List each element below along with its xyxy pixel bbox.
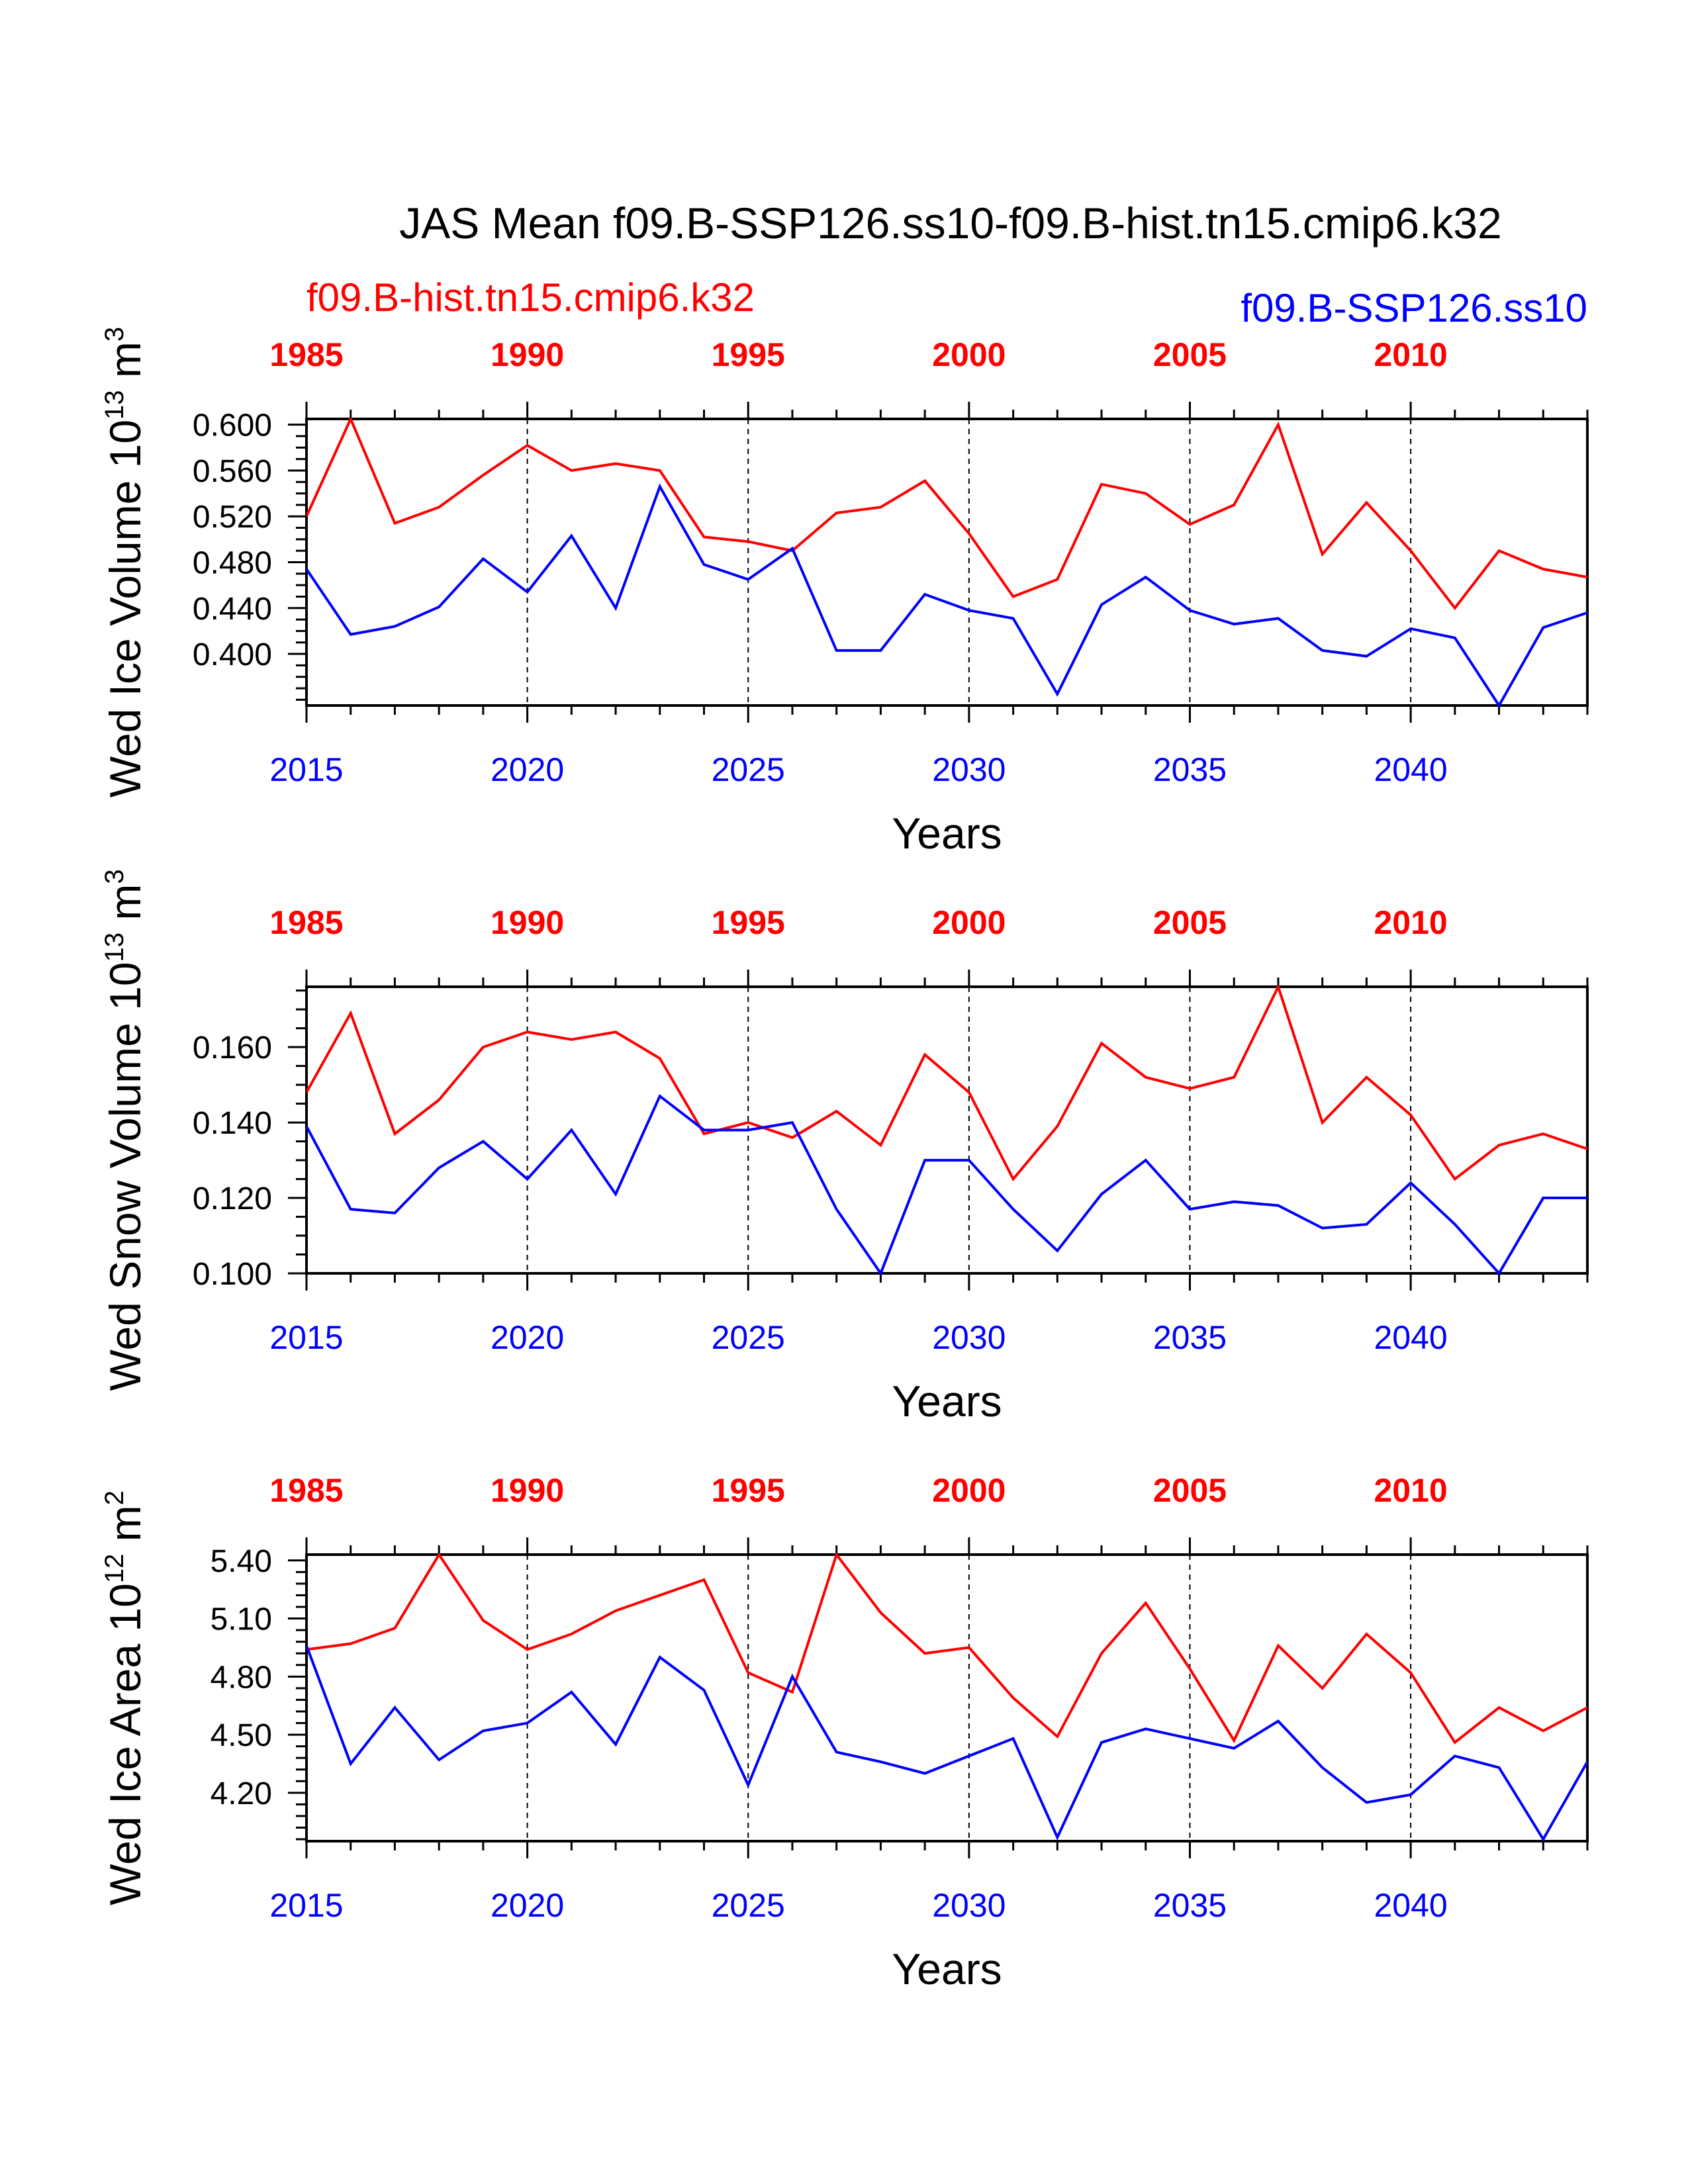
x-tick-label-top: 1990 (491, 1472, 564, 1509)
y-axis-label: Wed Snow Volume 1013 m3 (100, 869, 150, 1390)
x-tick-label-top: 2000 (932, 904, 1006, 941)
x-tick-label-top: 2000 (932, 336, 1006, 373)
x-axis-label: Years (892, 1377, 1002, 1426)
x-tick-label-bottom: 2040 (1374, 1887, 1447, 1924)
y-axis-label-superscript: 3 (100, 327, 129, 341)
y-axis-label-superscript: 13 (100, 933, 129, 962)
x-tick-label-top: 1990 (491, 336, 564, 373)
x-tick-label-bottom: 2035 (1153, 751, 1227, 788)
x-tick-label-top: 2010 (1374, 1472, 1447, 1509)
y-axis-label: Wed Ice Area 1012 m2 (100, 1490, 150, 1905)
y-tick-label: 4.50 (211, 1718, 272, 1753)
series-line-ssp126 (306, 1094, 1587, 1275)
y-tick-label: 4.80 (211, 1660, 272, 1695)
x-axis-label: Years (892, 809, 1002, 858)
series-line-hist (306, 1553, 1587, 1745)
y-tick-label: 0.100 (193, 1257, 272, 1292)
y-tick-label: 0.520 (193, 500, 272, 535)
y-axis-label-superscript: 13 (100, 390, 129, 420)
panel-3: 4.20 4.50 4.80 5.10 5.40 2015 2020 2025 2030 2035… (100, 1472, 1589, 1993)
y-tick-label: 4.20 (211, 1776, 272, 1811)
x-tick-label-top: 1985 (269, 336, 343, 373)
x-tick-label-top: 2005 (1153, 904, 1227, 941)
y-tick-label: 5.40 (211, 1544, 272, 1579)
y-tick-label: 0.140 (193, 1106, 272, 1141)
y-axis-label-part: m (101, 884, 150, 933)
x-tick-label-top: 1985 (269, 904, 343, 941)
panel-1: 0.400 0.440 0.480 0.520 0.560 0.600 2015 2020 20… (100, 327, 1589, 858)
x-tick-label-top: 2005 (1153, 336, 1227, 373)
x-tick-label-bottom: 2040 (1374, 1319, 1447, 1356)
x-tick-label-bottom: 2015 (269, 1319, 343, 1356)
x-tick-label-top: 1995 (712, 1472, 785, 1509)
x-tick-label-top: 2010 (1374, 336, 1447, 373)
x-tick-label-bottom: 2025 (712, 1887, 785, 1924)
y-tick-label: 0.440 (193, 592, 272, 627)
x-tick-label-bottom: 2035 (1153, 1319, 1227, 1356)
plot-frame (305, 985, 1589, 1275)
x-tick-label-bottom: 2030 (932, 1887, 1006, 1924)
x-axis-label: Years (892, 1944, 1002, 1993)
y-axis-label-part: Wed Snow Volume 10 (101, 962, 150, 1390)
y-tick-label: 0.560 (193, 454, 272, 489)
y-axis-label: Wed Ice Volume 1013 m3 (100, 327, 150, 797)
x-tick-label-bottom: 2015 (269, 1887, 343, 1924)
x-tick-label-top: 1995 (712, 904, 785, 941)
series-line-ssp126 (306, 1645, 1587, 1842)
series-line-hist (306, 418, 1587, 611)
y-axis-label-part: m (101, 1505, 150, 1553)
x-tick-label-bottom: 2030 (932, 751, 1006, 788)
y-axis-label-part: m (101, 341, 150, 390)
x-tick-label-bottom: 2030 (932, 1319, 1006, 1356)
x-tick-label-top: 2005 (1153, 1472, 1227, 1509)
x-tick-label-top: 2010 (1374, 904, 1447, 941)
y-axis-label-superscript: 12 (100, 1554, 129, 1584)
x-tick-label-top: 1995 (712, 336, 785, 373)
x-tick-label-top: 1990 (491, 904, 564, 941)
x-tick-label-bottom: 2020 (491, 751, 564, 788)
legend-hist-label: f09.B-hist.tn15.cmip6.k32 (306, 275, 755, 320)
x-tick-label-bottom: 2040 (1374, 751, 1447, 788)
y-axis-label-part: Wed Ice Volume 10 (101, 420, 150, 797)
x-tick-label-top: 1985 (269, 1472, 343, 1509)
y-axis-label-part: Wed Ice Area 10 (101, 1583, 150, 1905)
y-tick-label: 0.600 (193, 408, 272, 443)
y-tick-label: 0.400 (193, 637, 272, 672)
y-tick-label: 0.160 (193, 1030, 272, 1066)
x-tick-label-bottom: 2025 (712, 751, 785, 788)
y-tick-label: 0.120 (193, 1181, 272, 1216)
x-tick-label-bottom: 2020 (491, 1887, 564, 1924)
y-tick-label: 0.480 (193, 546, 272, 581)
y-axis-label-superscript: 3 (100, 869, 129, 884)
x-tick-label-bottom: 2015 (269, 751, 343, 788)
x-tick-label-bottom: 2035 (1153, 1887, 1227, 1924)
series-line-hist (306, 985, 1587, 1182)
legend-ssp-label: f09.B-SSP126.ss10 (1241, 286, 1587, 330)
x-tick-label-bottom: 2020 (491, 1319, 564, 1356)
series-line-ssp126 (306, 483, 1587, 707)
chart-title: JAS Mean f09.B-SSP126.ss10-f09.B-hist.tn… (399, 199, 1502, 248)
x-tick-label-top: 2000 (932, 1472, 1006, 1509)
y-tick-label: 5.10 (211, 1602, 272, 1637)
panel-2: 0.100 0.120 0.140 0.160 2015 2020 2025 2030 2035… (100, 869, 1589, 1426)
plot-frame (305, 1553, 1589, 1843)
y-axis-label-superscript: 2 (100, 1490, 129, 1505)
plot-frame (305, 418, 1589, 707)
x-tick-label-bottom: 2025 (712, 1319, 785, 1356)
